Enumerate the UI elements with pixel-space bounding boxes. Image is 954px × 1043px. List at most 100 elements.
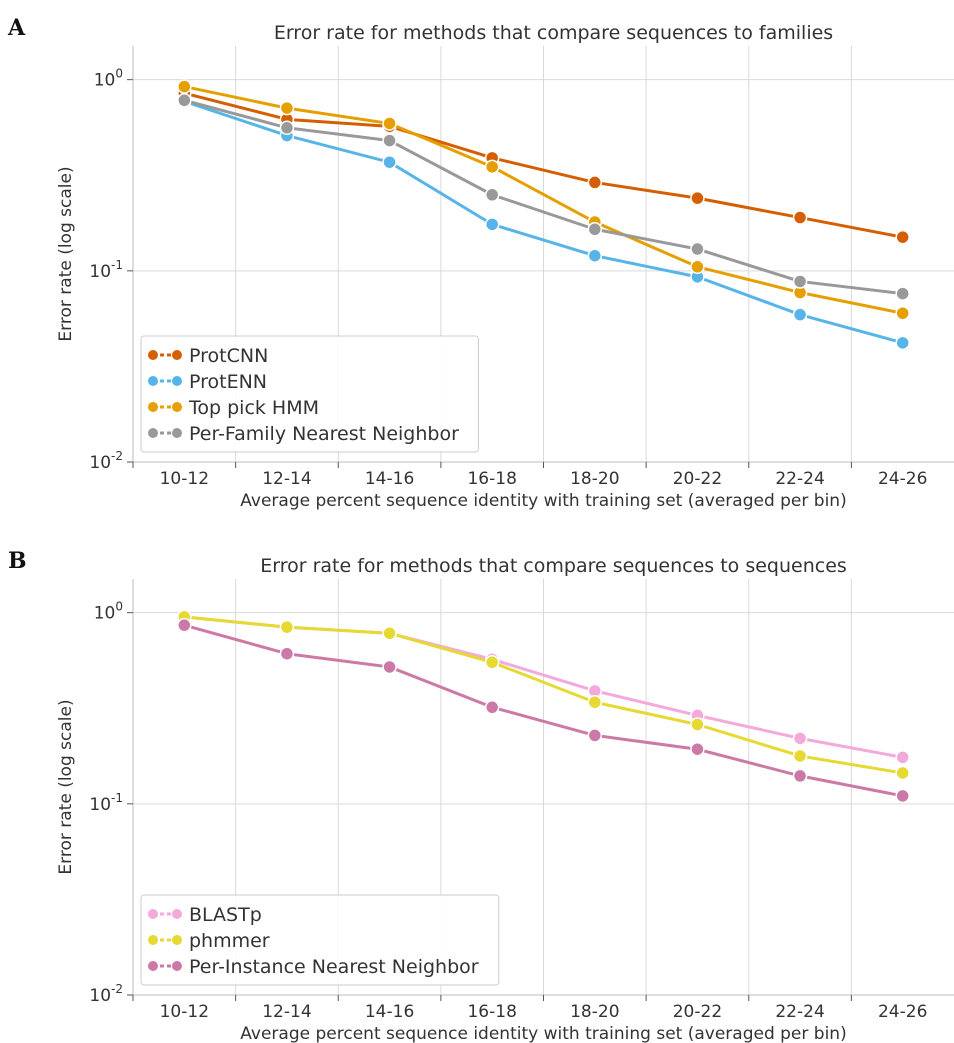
legend: ProtCNN ProtENN Top pick HMM Per-Family Nea… xyxy=(140,335,479,453)
y-tick-label: 10-2 xyxy=(89,449,123,473)
data-point xyxy=(895,765,910,781)
data-point xyxy=(895,229,910,245)
data-point xyxy=(690,190,705,206)
y-tick-label: 10-1 xyxy=(89,258,123,282)
y-tick-exponent: 0 xyxy=(115,600,123,614)
data-point xyxy=(587,175,603,190)
legend-label: Per-Instance Nearest Neighbor xyxy=(189,956,479,978)
x-tick-label: 10-12 xyxy=(160,1002,209,1022)
legend-marker xyxy=(171,427,183,439)
x-tick-label: 14-16 xyxy=(365,1002,414,1022)
data-point xyxy=(895,335,910,351)
series-line-top-pick-hmm xyxy=(184,85,903,315)
x-axis-label: Average percent sequence identity with t… xyxy=(240,1024,846,1043)
x-tick-label: 10-12 xyxy=(160,469,209,489)
legend-marker xyxy=(147,349,159,361)
chart-title: Error rate for methods that compare sequ… xyxy=(260,555,847,577)
legend-marker xyxy=(171,908,183,920)
data-point xyxy=(690,259,705,275)
legend-marker xyxy=(147,960,159,972)
data-point xyxy=(177,93,192,108)
data-point xyxy=(177,79,192,94)
data-point xyxy=(382,626,397,641)
y-tick-base: 10 xyxy=(89,453,111,473)
y-tick-base: 10 xyxy=(94,71,116,91)
x-tick-label: 20-22 xyxy=(673,469,722,489)
legend-marker xyxy=(171,349,183,361)
legend-marker xyxy=(147,934,159,946)
x-tick-label: 22-24 xyxy=(775,1002,824,1022)
data-point xyxy=(690,717,705,732)
legend-box xyxy=(140,894,500,986)
series-line-protenn xyxy=(183,99,904,345)
legend-marker xyxy=(147,908,159,920)
data-point xyxy=(279,100,295,116)
x-tick-label: 18-20 xyxy=(570,1002,619,1022)
series-line-per-family-nearest-neighbor xyxy=(183,98,903,296)
data-point xyxy=(792,748,808,764)
data-point xyxy=(587,694,603,710)
y-tick-exponent: 0 xyxy=(115,67,123,81)
legend-box xyxy=(140,335,479,453)
data-point xyxy=(792,307,808,322)
legend-marker xyxy=(147,427,159,439)
legend-label: ProtCNN xyxy=(189,345,268,367)
data-point xyxy=(895,286,910,301)
legend-marker xyxy=(171,375,183,387)
y-axis-label: Error rate (log scale) xyxy=(56,699,76,874)
data-point xyxy=(484,159,500,175)
legend-label: Top pick HMM xyxy=(188,397,319,419)
data-point xyxy=(895,750,910,765)
x-tick-label: 22-24 xyxy=(775,469,824,489)
chart-panel-b: B Error rate for methods that compare seq… xyxy=(8,548,954,1043)
panel-letter: B xyxy=(8,548,27,574)
chart-panel-a: A Error rate for methods that compare seq… xyxy=(7,15,954,511)
data-point xyxy=(177,617,192,633)
x-axis-label: Average percent sequence identity with t… xyxy=(240,491,846,511)
data-point xyxy=(792,731,808,746)
data-point xyxy=(484,655,500,670)
series-line-phmmer xyxy=(184,615,903,775)
y-tick-exponent: -2 xyxy=(111,449,123,463)
y-tick-base: 10 xyxy=(94,604,116,624)
data-point xyxy=(484,700,500,715)
legend-marker xyxy=(147,375,159,387)
y-tick-label: 10-1 xyxy=(89,791,123,815)
x-tick-label: 24-26 xyxy=(878,1002,927,1022)
data-point xyxy=(792,210,808,225)
data-point xyxy=(484,217,500,232)
chart-title: Error rate for methods that compare sequ… xyxy=(274,22,833,44)
data-point xyxy=(382,133,397,148)
x-tick-label: 16-18 xyxy=(467,1002,516,1022)
y-tick-label: 100 xyxy=(94,600,123,624)
data-point xyxy=(792,274,808,289)
data-point xyxy=(792,768,808,784)
x-tick-label: 20-22 xyxy=(673,1002,722,1022)
legend-marker xyxy=(147,401,159,413)
legend-label: Per-Family Nearest Neighbor xyxy=(189,423,459,445)
data-point xyxy=(279,619,295,635)
y-tick-base: 10 xyxy=(89,262,111,282)
legend-label: phmmer xyxy=(189,930,270,952)
y-tick-label: 10-2 xyxy=(89,982,123,1006)
series-line-per-instance-nearest-neighbor xyxy=(183,623,903,798)
data-point xyxy=(690,741,705,757)
data-point xyxy=(382,116,397,131)
y-tick-base: 10 xyxy=(89,986,111,1006)
y-axis-label: Error rate (log scale) xyxy=(56,166,76,341)
data-point xyxy=(382,659,397,675)
panel-letter: A xyxy=(7,15,26,41)
series-line-protcnn xyxy=(183,91,903,239)
legend-label: ProtENN xyxy=(189,371,267,393)
legend-marker xyxy=(171,960,183,972)
data-point xyxy=(279,646,295,661)
data-point xyxy=(895,788,910,804)
data-point xyxy=(690,241,705,257)
data-point xyxy=(382,154,397,170)
legend-label: BLASTp xyxy=(189,904,262,926)
x-tick-label: 14-16 xyxy=(365,469,414,489)
x-tick-label: 18-20 xyxy=(570,469,619,489)
x-tick-label: 24-26 xyxy=(878,469,927,489)
legend: BLASTp phmmer Per-Instance Nearest Neighbo… xyxy=(140,894,500,986)
